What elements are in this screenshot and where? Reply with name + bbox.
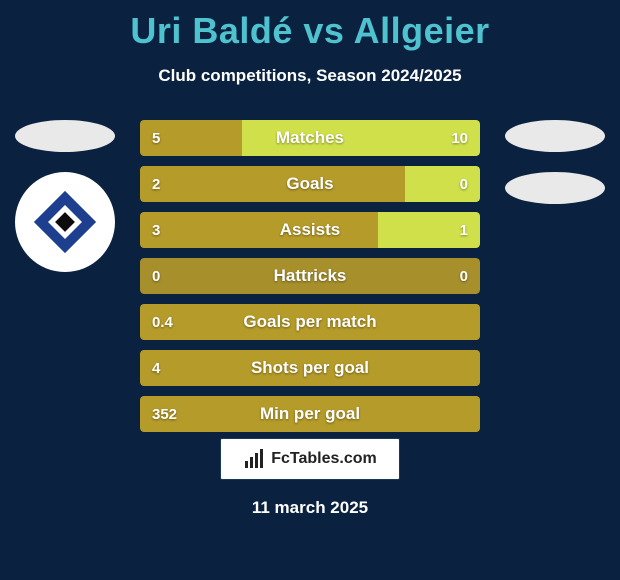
comparison-bars: 510Matches 20Goals 31Assists 00Hattricks 0.4… bbox=[140, 120, 480, 442]
left-logo-column bbox=[10, 120, 120, 272]
bar-row: 31Assists bbox=[140, 212, 480, 248]
footer-brand-badge: FcTables.com bbox=[220, 438, 400, 480]
club-logo-left bbox=[15, 172, 115, 272]
bar-row: 352Min per goal bbox=[140, 396, 480, 432]
page-title: Uri Baldé vs Allgeier bbox=[0, 0, 620, 52]
player-photo-placeholder-left bbox=[15, 120, 115, 152]
bar-label: Goals bbox=[140, 166, 480, 202]
bar-row: 510Matches bbox=[140, 120, 480, 156]
footer-brand-text: FcTables.com bbox=[271, 450, 377, 468]
bar-row: 0.4Goals per match bbox=[140, 304, 480, 340]
bar-label: Goals per match bbox=[140, 304, 480, 340]
bar-row: 20Goals bbox=[140, 166, 480, 202]
club-logo-placeholder-right bbox=[505, 172, 605, 204]
player-photo-placeholder-right bbox=[505, 120, 605, 152]
bar-label: Shots per goal bbox=[140, 350, 480, 386]
bar-label: Min per goal bbox=[140, 396, 480, 432]
footer-date: 11 march 2025 bbox=[0, 498, 620, 518]
hsv-diamond-icon bbox=[33, 190, 97, 254]
bar-row: 4Shots per goal bbox=[140, 350, 480, 386]
bar-label: Matches bbox=[140, 120, 480, 156]
right-logo-column bbox=[500, 120, 610, 224]
bar-label: Assists bbox=[140, 212, 480, 248]
page-subtitle: Club competitions, Season 2024/2025 bbox=[0, 66, 620, 86]
chart-icon bbox=[243, 448, 265, 470]
bar-row: 00Hattricks bbox=[140, 258, 480, 294]
bar-label: Hattricks bbox=[140, 258, 480, 294]
